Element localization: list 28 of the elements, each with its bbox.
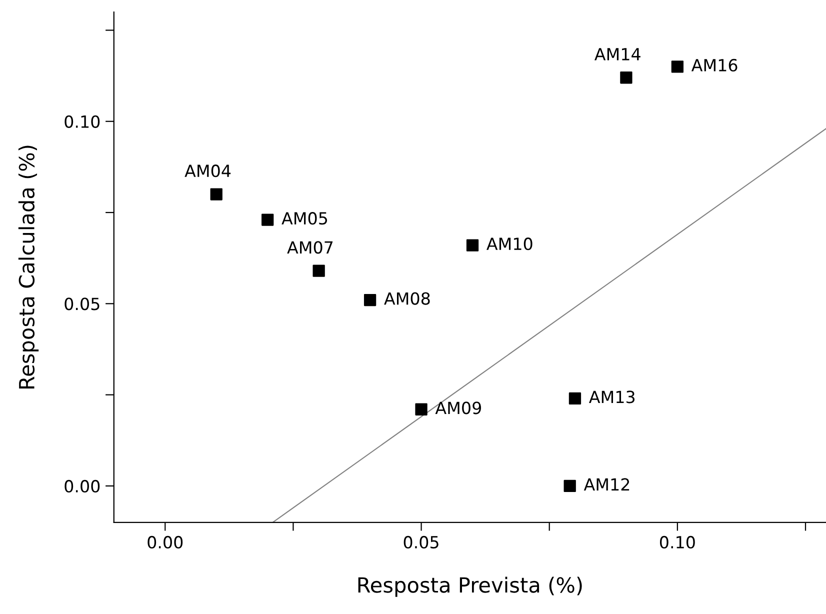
point [364,294,376,306]
data-label: AM09 [435,402,481,414]
point [262,214,274,226]
point [671,60,684,73]
point [312,264,325,277]
data-label: AM07 [287,241,333,254]
y-axis-title: Resposta Calculada (%) [18,146,39,388]
point [466,239,479,252]
data-label: AM04 [184,164,231,178]
y-tick-label: 0.10 [64,115,100,128]
x-tick-label: 0.10 [660,536,695,548]
point [620,72,632,84]
x-tick-label: 0.05 [404,536,438,548]
point [415,403,428,416]
y-tick-label: 0.00 [64,480,100,493]
x-axis-title: Resposta Prevista (%) [358,576,582,597]
data-label: AM05 [282,212,328,225]
point [210,188,222,200]
data-label: AM13 [588,390,635,404]
data-label: AM14 [594,48,640,60]
data-label: AM10 [486,238,532,250]
data-label: AM08 [384,292,430,305]
y-tick-label: 0.05 [64,298,100,310]
x-tick-label: 0.00 [148,536,183,548]
data-label: AM12 [584,478,630,491]
point [568,392,582,405]
data-label: AM16 [691,58,738,72]
point [564,480,576,492]
